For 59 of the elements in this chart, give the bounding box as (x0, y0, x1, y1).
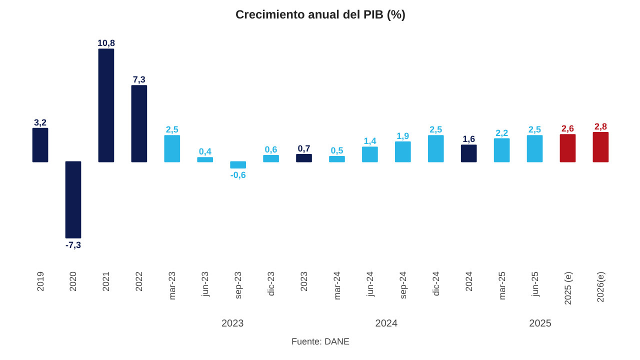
x-tick-label: 2023 (299, 271, 310, 292)
x-tick-label: dic-24 (430, 271, 441, 296)
bar (230, 161, 246, 168)
bar (494, 138, 510, 162)
data-label: 0,7 (298, 143, 310, 154)
data-label: 0,5 (330, 146, 344, 156)
bar (263, 154, 279, 162)
bar (65, 161, 82, 238)
x-tick-label: sep-23 (233, 271, 244, 300)
data-label: 2,6 (561, 124, 574, 134)
data-label: 1,6 (462, 134, 476, 144)
bar (197, 157, 214, 162)
bar (164, 135, 180, 162)
x-tick-label: jun-24 (364, 271, 375, 298)
bar (428, 135, 444, 162)
text: 2024 (375, 318, 398, 330)
source-note: Fuente: DANE (291, 336, 350, 346)
bar (329, 156, 345, 162)
x-tick-label: mar-23 (167, 271, 178, 300)
bar (32, 128, 48, 162)
x-tick-label: 2019 (35, 271, 46, 292)
data-label: -7,3 (65, 240, 82, 250)
x-tick-label: sep-24 (398, 271, 408, 300)
data-label: 2,5 (528, 124, 542, 135)
data-label: 7,3 (132, 74, 146, 85)
x-tick-label: 2026(e) (596, 271, 606, 303)
chart-title: Crecimiento anual del PIB (%) (235, 8, 406, 22)
x-tick-label: dic-23 (266, 271, 276, 296)
data-label: 0,4 (198, 146, 212, 157)
bar (460, 144, 477, 162)
bar (395, 141, 411, 162)
bar (526, 135, 543, 162)
x-tick-label: mar-24 (332, 271, 342, 300)
data-label: -0,6 (230, 170, 246, 180)
data-label: 2,5 (430, 124, 442, 135)
data-label: 3,2 (34, 117, 47, 128)
bar (560, 134, 576, 162)
x-tick-label: 2022 (134, 271, 144, 292)
data-label: 0,6 (264, 144, 278, 154)
data-label: 2,2 (496, 128, 508, 138)
data-label: 2,8 (594, 122, 607, 132)
text: 2025 (529, 318, 552, 330)
x-tick-label: mar-25 (496, 271, 507, 300)
data-label: 1,9 (396, 130, 410, 141)
x-tick-label: jun-25 (530, 271, 540, 298)
data-label: 10,8 (97, 38, 115, 48)
x-tick-label: 2020 (68, 271, 78, 292)
bar (131, 85, 148, 162)
data-label: 1,4 (364, 136, 376, 146)
x-tick-label: 2021 (101, 271, 112, 292)
data-label: 2,5 (166, 124, 178, 135)
bar (296, 154, 312, 162)
text: 2023 (221, 318, 244, 330)
x-tick-label: 2025 (e) (562, 271, 573, 306)
bar (362, 146, 378, 162)
x-tick-label: 2024 (464, 271, 474, 292)
bar (592, 132, 609, 162)
x-tick-label: jun-23 (200, 271, 210, 298)
bar (98, 48, 114, 162)
